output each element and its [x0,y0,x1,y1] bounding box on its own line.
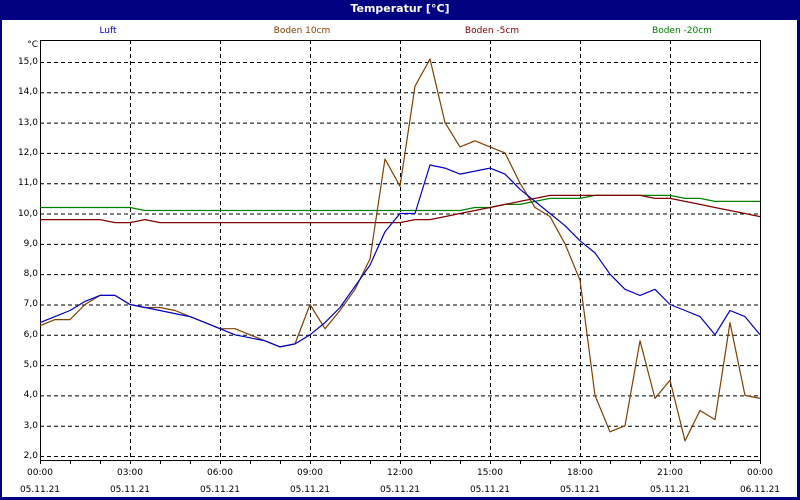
window-title: Temperatur [°C] [350,2,450,15]
x-tick-label: 18:00 05.11.21 [540,468,620,496]
chart-panel: Luft Boden 10cm Boden -5cm Boden -20cm °C 1… [2,20,797,497]
y-tick-label: 2,0 [23,451,38,461]
y-tick-label: 3,0 [23,420,38,431]
y-tick-label: 7,0 [23,299,38,310]
x-tick-time: 15:00 [477,468,503,478]
y-tick-label: 13,0 [17,117,38,128]
x-tick-date: 05.11.21 [559,485,601,495]
legend-item-boden-10cm: Boden 10cm [273,26,331,36]
x-tick-time: 21:00 [657,468,683,478]
x-tick-date: 05.11.21 [199,485,241,495]
series-boden-5cm [40,194,761,224]
x-tick-label: 03:00 05.11.21 [90,468,170,496]
x-tick-label: 06:00 05.11.21 [180,468,260,496]
x-tick-label: 12:00 05.11.21 [360,468,440,496]
y-tick-label: 11,0 [17,178,38,189]
x-tick-date: 05.11.21 [109,485,151,495]
plot-frame [40,40,761,461]
plot-area [39,40,761,464]
x-tick-time: 03:00 [117,468,143,478]
series-boden-10cm [39,58,761,442]
x-tick-time: 00:00 [27,468,53,478]
x-tick-time: 12:00 [387,468,413,478]
y-tick-label: 10,0 [17,208,38,219]
y-tick-label: 9,0 [23,238,38,249]
x-tick-label: 15:00 05.11.21 [450,468,530,496]
y-tick-label: 8,0 [23,269,38,280]
legend-item-luft: Luft [99,26,117,36]
series-luft [39,164,761,348]
y-tick-label: 5,0 [23,360,38,371]
x-tick-label: 21:00 05.11.21 [630,468,710,496]
y-axis-unit: °C [27,40,38,50]
legend-item-boden-20cm: Boden -20cm [652,26,712,36]
x-tick-date: 05.11.21 [469,485,511,495]
y-tick-label: 12,0 [17,147,38,158]
x-tick-label: 00:00 06.11.21 [720,468,800,496]
y-tick-label: 6,0 [23,329,38,340]
x-tick-label: 09:00 05.11.21 [270,468,350,496]
y-tick-label: 4,0 [23,390,38,401]
x-tick-time: 09:00 [297,468,323,478]
x-tick-date: 05.11.21 [289,485,331,495]
x-tick-time: 06:00 [207,468,233,478]
x-tick-time: 18:00 [567,468,593,478]
legend-item-boden-5cm: Boden -5cm [464,26,520,36]
x-tick-date: 06.11.21 [739,485,781,495]
x-tick-date: 05.11.21 [19,485,61,495]
x-tick-date: 05.11.21 [379,485,421,495]
y-tick-label: 14,0 [17,87,38,98]
x-tick-date: 05.11.21 [649,485,691,495]
x-tick-time: 00:00 [747,468,773,478]
x-tick-label: 00:00 05.11.21 [0,468,80,496]
y-tick-label: 15,0 [17,57,38,67]
